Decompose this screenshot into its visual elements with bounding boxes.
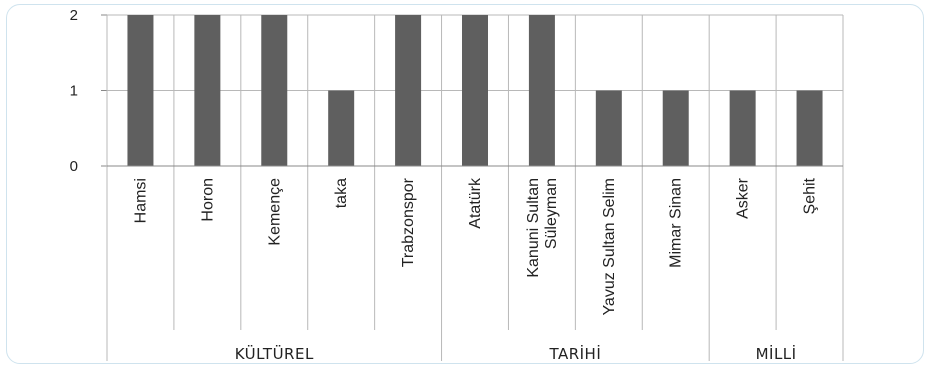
y-tick-label-2: 2 (70, 7, 78, 24)
category-label-3: taka (333, 178, 350, 208)
category-label-7: Yavuz Sultan Selim (601, 178, 618, 316)
bar-2 (261, 15, 288, 166)
category-label-1: Horon (199, 178, 216, 222)
category-label-4: Trabzonspor (400, 177, 417, 267)
category-label-6-0: Kanuni Sultan (525, 178, 542, 278)
bar-7 (595, 90, 622, 166)
bar-5 (462, 15, 488, 166)
bar-9 (729, 90, 756, 166)
category-label-5: Atatürk (467, 177, 484, 229)
category-label-8: Mimar Sinan (668, 178, 685, 268)
bar-1 (194, 15, 221, 166)
bar-10 (796, 90, 823, 166)
y-tick-label-0: 0 (70, 158, 78, 175)
group-label-2: MİLLİ (756, 344, 797, 363)
bar-4 (395, 15, 422, 166)
category-label-10: Şehit (802, 177, 819, 214)
category-label-2: Kemençe (266, 178, 283, 246)
category-label-6-1: Süleyman (543, 178, 560, 249)
group-label-1: TARİHİ (548, 344, 601, 363)
bar-8 (662, 90, 689, 166)
y-tick-label-1: 1 (70, 83, 78, 100)
bar-3 (328, 90, 355, 166)
bar-0 (127, 15, 154, 166)
category-label-0: Hamsi (132, 178, 149, 223)
category-label-9: Asker (735, 177, 752, 219)
bar-6 (528, 15, 555, 166)
group-label-0: KÜLTÜREL (235, 344, 314, 363)
